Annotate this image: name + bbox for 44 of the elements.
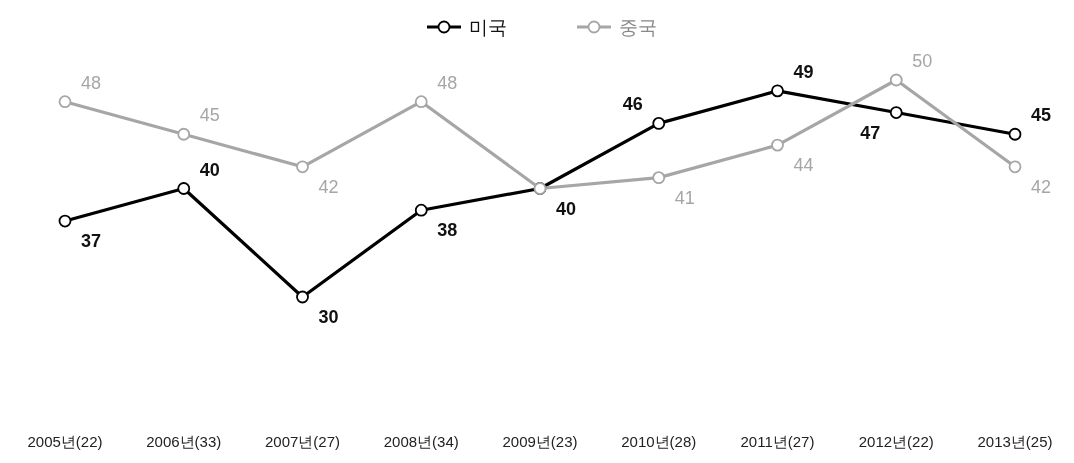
data-label: 42	[318, 176, 339, 197]
point	[652, 171, 666, 185]
data-label: 48	[437, 72, 458, 93]
point	[889, 106, 903, 119]
data-label: 38	[437, 220, 458, 241]
x-tick-label: 2009년(23)	[502, 433, 578, 450]
data-label: 46	[622, 94, 643, 115]
legend-label: 중국	[619, 17, 657, 38]
data-label: 47	[860, 122, 881, 143]
point	[177, 127, 191, 141]
data-label: 48	[81, 72, 102, 93]
data-label: 37	[81, 231, 102, 252]
point	[771, 84, 784, 98]
x-tick-label: 2007년(27)	[264, 433, 341, 450]
data-label: 42	[1031, 176, 1052, 197]
data-label: 41	[674, 187, 695, 208]
x-tick-label: 2011년(27)	[740, 433, 815, 450]
data-label: 50	[912, 51, 933, 71]
point	[58, 95, 72, 109]
point	[296, 290, 309, 304]
data-label: 45	[1031, 105, 1052, 126]
legend-label: 미국	[469, 17, 507, 38]
data-label: 30	[318, 307, 339, 327]
data-label: 44	[793, 155, 814, 176]
x-tick-label: 2010년(28)	[621, 433, 697, 450]
point	[771, 138, 784, 152]
x-tick-label: 2012년(22)	[858, 433, 934, 450]
point	[58, 214, 72, 228]
x-tick-label: 2013년(25)	[977, 433, 1053, 450]
point	[1008, 160, 1022, 174]
point	[414, 95, 428, 109]
x-tick-label: 2005년(22)	[27, 433, 103, 450]
point	[652, 117, 666, 130]
x-tick-label: 2008년(34)	[383, 433, 459, 450]
data-label: 45	[199, 105, 220, 126]
data-label: 49	[793, 61, 814, 82]
point	[177, 182, 191, 195]
point	[889, 73, 903, 87]
point	[414, 203, 428, 217]
data-label: 40	[199, 159, 220, 180]
point	[296, 160, 309, 174]
x-tick-label: 2006년(33)	[146, 433, 222, 450]
data-label: 40	[556, 198, 577, 219]
point	[1008, 127, 1022, 141]
